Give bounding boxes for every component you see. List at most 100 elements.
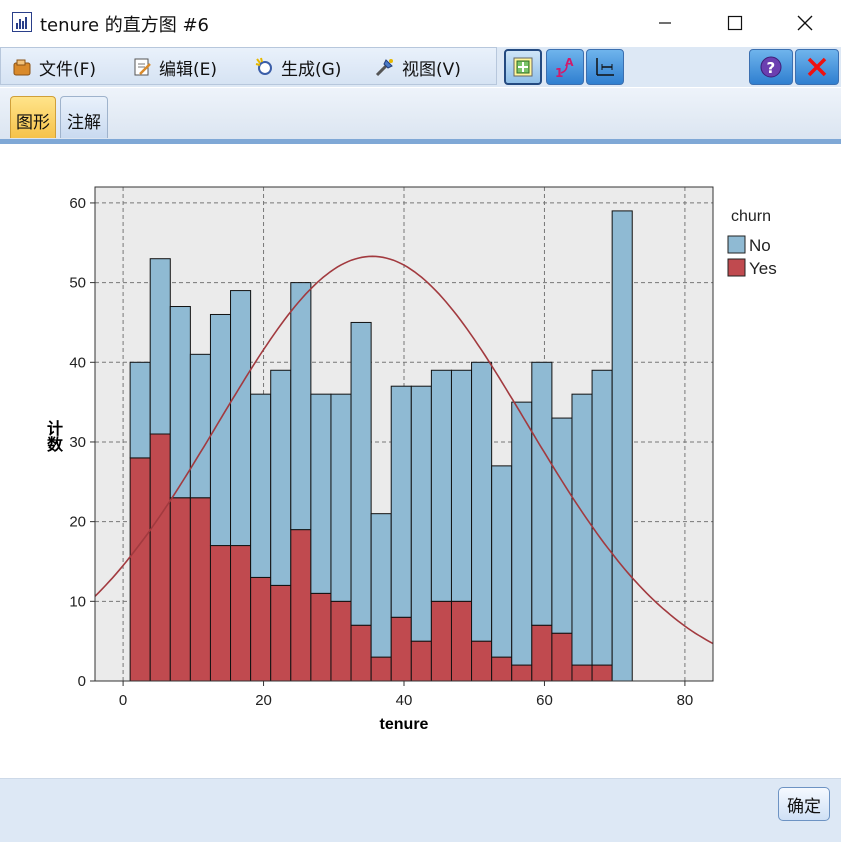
legend-title: churn <box>731 208 771 225</box>
x-axis-label: tenure <box>380 716 429 733</box>
bar-yes <box>310 592 332 682</box>
bar-no <box>491 465 513 658</box>
y-tick-label: 20 <box>69 514 86 531</box>
bar-yes <box>189 497 211 682</box>
bar-no <box>270 369 292 586</box>
legend-swatch-yes <box>727 258 746 277</box>
chart-panel: 0 20 40 60 80 0 10 20 30 40 50 60 计 数 tenure churn … <box>0 144 841 778</box>
normal-curve <box>94 255 714 645</box>
menu-generate[interactable]: 生成(G) <box>253 56 341 80</box>
bar-no <box>511 401 533 666</box>
close-dialog-button[interactable] <box>795 49 839 85</box>
toolbar-axis-button[interactable] <box>586 49 624 85</box>
bar-yes <box>491 656 513 682</box>
bar-no <box>531 361 553 626</box>
bar-no <box>290 282 312 531</box>
bar-yes <box>230 545 252 682</box>
axis-icon <box>596 58 614 76</box>
y-axis-label-char-1: 计 <box>47 419 63 438</box>
legend: churn No Yes <box>727 208 777 278</box>
y-tick-label: 60 <box>69 195 86 212</box>
bar-no <box>390 385 412 618</box>
toolbar-edit-mode-button[interactable] <box>504 49 542 85</box>
y-tick-label: 0 <box>78 673 86 690</box>
bar-yes <box>551 632 573 682</box>
bar-no <box>310 393 332 594</box>
tab-annotation[interactable]: 注解 <box>60 96 108 138</box>
window-title: tenure 的直方图 #6 <box>40 15 210 36</box>
bar-no <box>169 306 191 499</box>
bar-no <box>471 361 493 642</box>
bar-yes <box>591 664 613 682</box>
y-tick-label: 30 <box>69 434 86 451</box>
ok-button[interactable]: 确定 <box>778 787 830 821</box>
bar-no <box>450 369 473 602</box>
tab-separator <box>0 139 841 144</box>
legend-swatch-no <box>727 235 746 254</box>
help-button[interactable]: ? <box>749 49 793 85</box>
title-bar: tenure 的直方图 #6 <box>0 0 841 46</box>
bar-yes <box>471 640 493 682</box>
x-tick-label: 60 <box>536 692 553 709</box>
svg-text:?: ? <box>767 59 776 77</box>
bar-yes <box>290 529 312 682</box>
bar-yes <box>129 457 151 682</box>
tab-graph[interactable]: 图形 <box>10 96 56 138</box>
legend-label-no: No <box>749 236 771 255</box>
bar-yes <box>330 600 352 682</box>
dialog-footer: 确定 <box>0 778 841 842</box>
histogram-chart: 0 20 40 60 80 0 10 20 30 40 50 60 计 数 tenure churn … <box>47 186 777 733</box>
bar-no <box>430 369 452 602</box>
y-tick-label: 40 <box>69 354 86 371</box>
bar-yes <box>169 497 191 682</box>
x-tick-label: 20 <box>255 692 272 709</box>
bar-no <box>330 393 352 602</box>
bar-yes <box>430 600 452 682</box>
bar-yes <box>209 545 232 682</box>
maximize-button[interactable] <box>700 0 770 46</box>
close-icon <box>807 57 827 77</box>
bar-yes <box>390 616 412 682</box>
svg-text:1: 1 <box>555 66 563 79</box>
bar-no <box>189 353 211 499</box>
bar-no <box>230 290 252 547</box>
bar-no <box>350 321 372 626</box>
menu-file[interactable]: 文件(F) <box>11 56 96 80</box>
svg-text:A: A <box>565 56 574 69</box>
bar-yes <box>250 576 272 682</box>
y-tick-label: 50 <box>69 275 86 292</box>
bar-yes <box>410 640 432 682</box>
bar-yes <box>511 664 533 682</box>
bar-no <box>250 393 272 578</box>
bar-yes <box>350 624 372 682</box>
x-tick-label: 40 <box>396 692 413 709</box>
bar-no <box>571 393 593 666</box>
bar-yes <box>370 656 392 682</box>
generate-icon <box>253 56 275 78</box>
close-window-button[interactable] <box>770 0 840 46</box>
x-tick-label: 0 <box>119 692 127 709</box>
tab-bar: 图形 注解 <box>0 88 841 140</box>
minimize-button[interactable] <box>630 0 700 46</box>
bar-no <box>370 513 392 658</box>
explore-mode-icon: 1A <box>555 56 574 79</box>
edit-icon <box>131 56 153 78</box>
menu-edit[interactable]: 编辑(E) <box>131 56 217 80</box>
view-icon <box>374 56 396 78</box>
y-tick-label: 10 <box>69 593 86 610</box>
bar-yes <box>450 600 473 682</box>
menu-view[interactable]: 视图(V) <box>374 56 461 80</box>
bar-no <box>410 385 432 642</box>
menu-group: 文件(F) 编辑(E) 生成(G) 视图(V) <box>0 47 497 85</box>
bar-yes <box>571 664 593 682</box>
help-icon: ? <box>760 56 782 78</box>
edit-mode-icon <box>513 57 533 77</box>
bar-yes <box>531 624 553 682</box>
bar-no <box>591 369 613 666</box>
x-tick-label: 80 <box>677 692 694 709</box>
y-axis-label-char-2: 数 <box>47 435 64 454</box>
histogram-app-icon <box>12 12 32 32</box>
bar-yes <box>270 584 292 682</box>
